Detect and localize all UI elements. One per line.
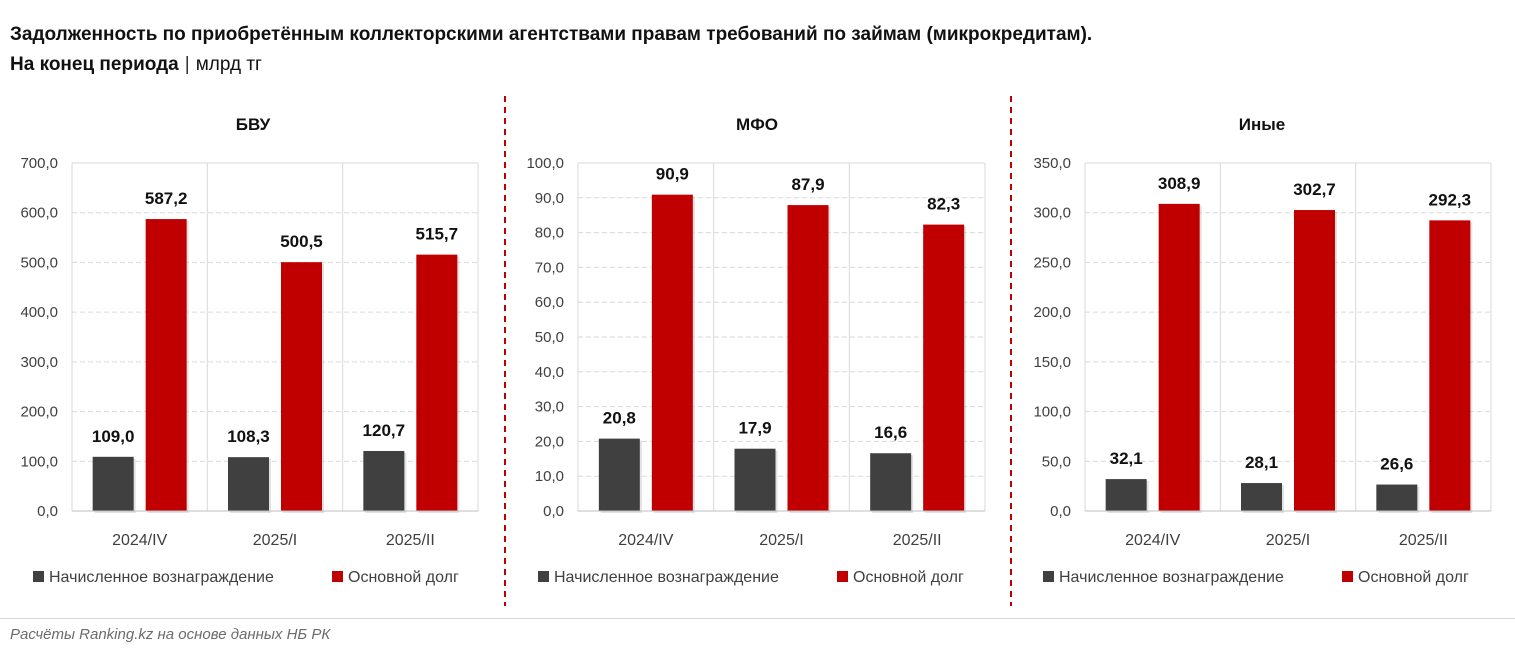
panel-3-data-label: 308,9 [1158, 174, 1201, 193]
panel-3-ytick-label: 200,0 [1033, 304, 1071, 321]
panel-1-bar-principal-3 [416, 254, 458, 512]
panel-1-xtick-label: 2024/IV [112, 532, 167, 549]
panel-1-data-label: 120,7 [363, 421, 406, 440]
title-unit: млрд тг [195, 54, 262, 75]
panel-2-legend-label-interest: Начисленное вознаграждение [554, 569, 779, 586]
title-separator: | [184, 54, 190, 75]
panel-1-ytick-label: 200,0 [20, 404, 58, 421]
panel-2-ytick-label: 50,0 [535, 329, 564, 346]
panel-3-xtick-label: 2025/II [1399, 532, 1448, 549]
panel-1-ytick-label: 700,0 [20, 155, 58, 172]
panel-1-data-label: 108,3 [227, 427, 270, 446]
panel-3-legend-swatch-interest [1043, 571, 1054, 582]
panel-2-ytick-label: 90,0 [535, 190, 564, 207]
panel-2-ytick-label: 60,0 [535, 294, 564, 311]
panel-2-bar-interest-1 [598, 438, 640, 511]
panel-2-bar-principal-1 [651, 194, 693, 511]
panel-2-data-label: 16,6 [874, 423, 907, 442]
panel-3-bar-principal-3 [1429, 220, 1471, 511]
panel-3-ytick-label: 350,0 [1033, 155, 1071, 172]
panel-2-ytick-label: 40,0 [535, 364, 564, 381]
panel-2-ytick-label: 70,0 [535, 259, 564, 276]
panel-3-bar-interest-3 [1376, 484, 1418, 511]
panel-2-data-label: 20,8 [603, 409, 636, 428]
panel-3-ytick-label: 50,0 [1042, 453, 1071, 470]
panel-3-data-label: 302,7 [1293, 180, 1336, 199]
panel-1-legend-label-interest: Начисленное вознаграждение [49, 569, 274, 586]
panel-3-xtick-label: 2024/IV [1125, 532, 1180, 549]
panel-3-bar-interest-2 [1241, 483, 1282, 511]
title-line-1: Задолженность по приобретённым коллектор… [10, 24, 1093, 45]
panel-2-data-label: 82,3 [927, 195, 960, 214]
panel-2-ytick-label: 100,0 [526, 155, 564, 172]
panel-1-legend-swatch-interest [33, 571, 44, 582]
panel-2-ytick-label: 10,0 [535, 468, 564, 485]
panel-1-data-label: 109,0 [92, 427, 135, 446]
panel-3-data-label: 28,1 [1245, 453, 1278, 472]
panel-3-ytick-label: 150,0 [1033, 354, 1071, 371]
panel-1-ytick-label: 0,0 [37, 503, 58, 520]
footer-divider [0, 618, 1515, 619]
panel-1-legend-swatch-principal [332, 571, 343, 582]
panel-2-ytick-label: 30,0 [535, 399, 564, 416]
panel-2-legend-swatch-interest [538, 571, 549, 582]
panel-3-xtick-label: 2025/I [1266, 532, 1310, 549]
panel-2-xtick-label: 2025/I [759, 532, 803, 549]
panel-3-ytick-label: 300,0 [1033, 205, 1071, 222]
panel-3-bar-interest-1 [1105, 479, 1147, 511]
panel-1-bar-principal-1 [145, 219, 187, 512]
panel-3-ytick-label: 100,0 [1033, 404, 1071, 421]
panel-2-xtick-label: 2024/IV [618, 532, 673, 549]
panel-2-legend-swatch-principal [837, 571, 848, 582]
panel-1-data-label: 515,7 [416, 225, 459, 244]
panel-2-data-label: 17,9 [738, 419, 771, 438]
panel-1-ytick-label: 500,0 [20, 254, 58, 271]
panel-3-bar-principal-2 [1294, 210, 1335, 511]
panel-3-legend-label-interest: Начисленное вознаграждение [1059, 569, 1284, 586]
panel-1-xtick-label: 2025/II [386, 532, 435, 549]
panel-1-data-label: 587,2 [145, 189, 188, 208]
panel-1-title: БВУ [236, 115, 271, 134]
panel-1-ytick-label: 300,0 [20, 354, 58, 371]
panel-2-bar-interest-3 [870, 453, 912, 511]
panel-2-ytick-label: 20,0 [535, 433, 564, 450]
panel-2-bar-principal-3 [923, 224, 965, 511]
panel-3-title: Иные [1239, 115, 1285, 134]
panel-3-data-label: 32,1 [1110, 449, 1143, 468]
panel-2-legend-label-principal: Основной долг [853, 569, 964, 586]
panel-1-xtick-label: 2025/I [253, 532, 297, 549]
panel-1-ytick-label: 600,0 [20, 205, 58, 222]
chart-title: Задолженность по приобретённым коллектор… [10, 20, 1092, 80]
panel-1-bar-interest-1 [92, 456, 134, 511]
title-period: На конец периода [10, 54, 179, 75]
panel-2-data-label: 90,9 [656, 165, 689, 184]
panel-1-ytick-label: 400,0 [20, 304, 58, 321]
panel-2-data-label: 87,9 [791, 175, 824, 194]
panel-3-legend-swatch-principal [1342, 571, 1353, 582]
panel-2-bar-interest-2 [734, 448, 776, 511]
panel-2-xtick-label: 2025/II [893, 532, 942, 549]
panel-1-data-label: 500,5 [280, 232, 323, 251]
panel-2-ytick-label: 0,0 [543, 503, 564, 520]
panel-3-legend-label-principal: Основной долг [1358, 569, 1469, 586]
title-line-2: На конец периода | млрд тг [10, 50, 1092, 80]
panel-3-data-label: 26,6 [1380, 455, 1413, 474]
panel-1-legend-label-principal: Основной долг [348, 569, 459, 586]
panel-3-bar-principal-1 [1158, 203, 1200, 511]
panel-1-bar-interest-2 [228, 457, 269, 511]
panel-2-bar-principal-2 [787, 205, 829, 511]
panel-3-ytick-label: 250,0 [1033, 254, 1071, 271]
panel-3-data-label: 292,3 [1429, 190, 1472, 209]
panel-1-bar-interest-3 [363, 450, 405, 511]
panel-2-title: МФО [736, 115, 778, 134]
panel-1-bar-principal-2 [281, 262, 322, 511]
panel-1-ytick-label: 100,0 [20, 453, 58, 470]
panel-3-ytick-label: 0,0 [1050, 503, 1071, 520]
source-note: Расчёты Ranking.kz на основе данных НБ Р… [10, 626, 331, 643]
panel-2-ytick-label: 80,0 [535, 225, 564, 242]
